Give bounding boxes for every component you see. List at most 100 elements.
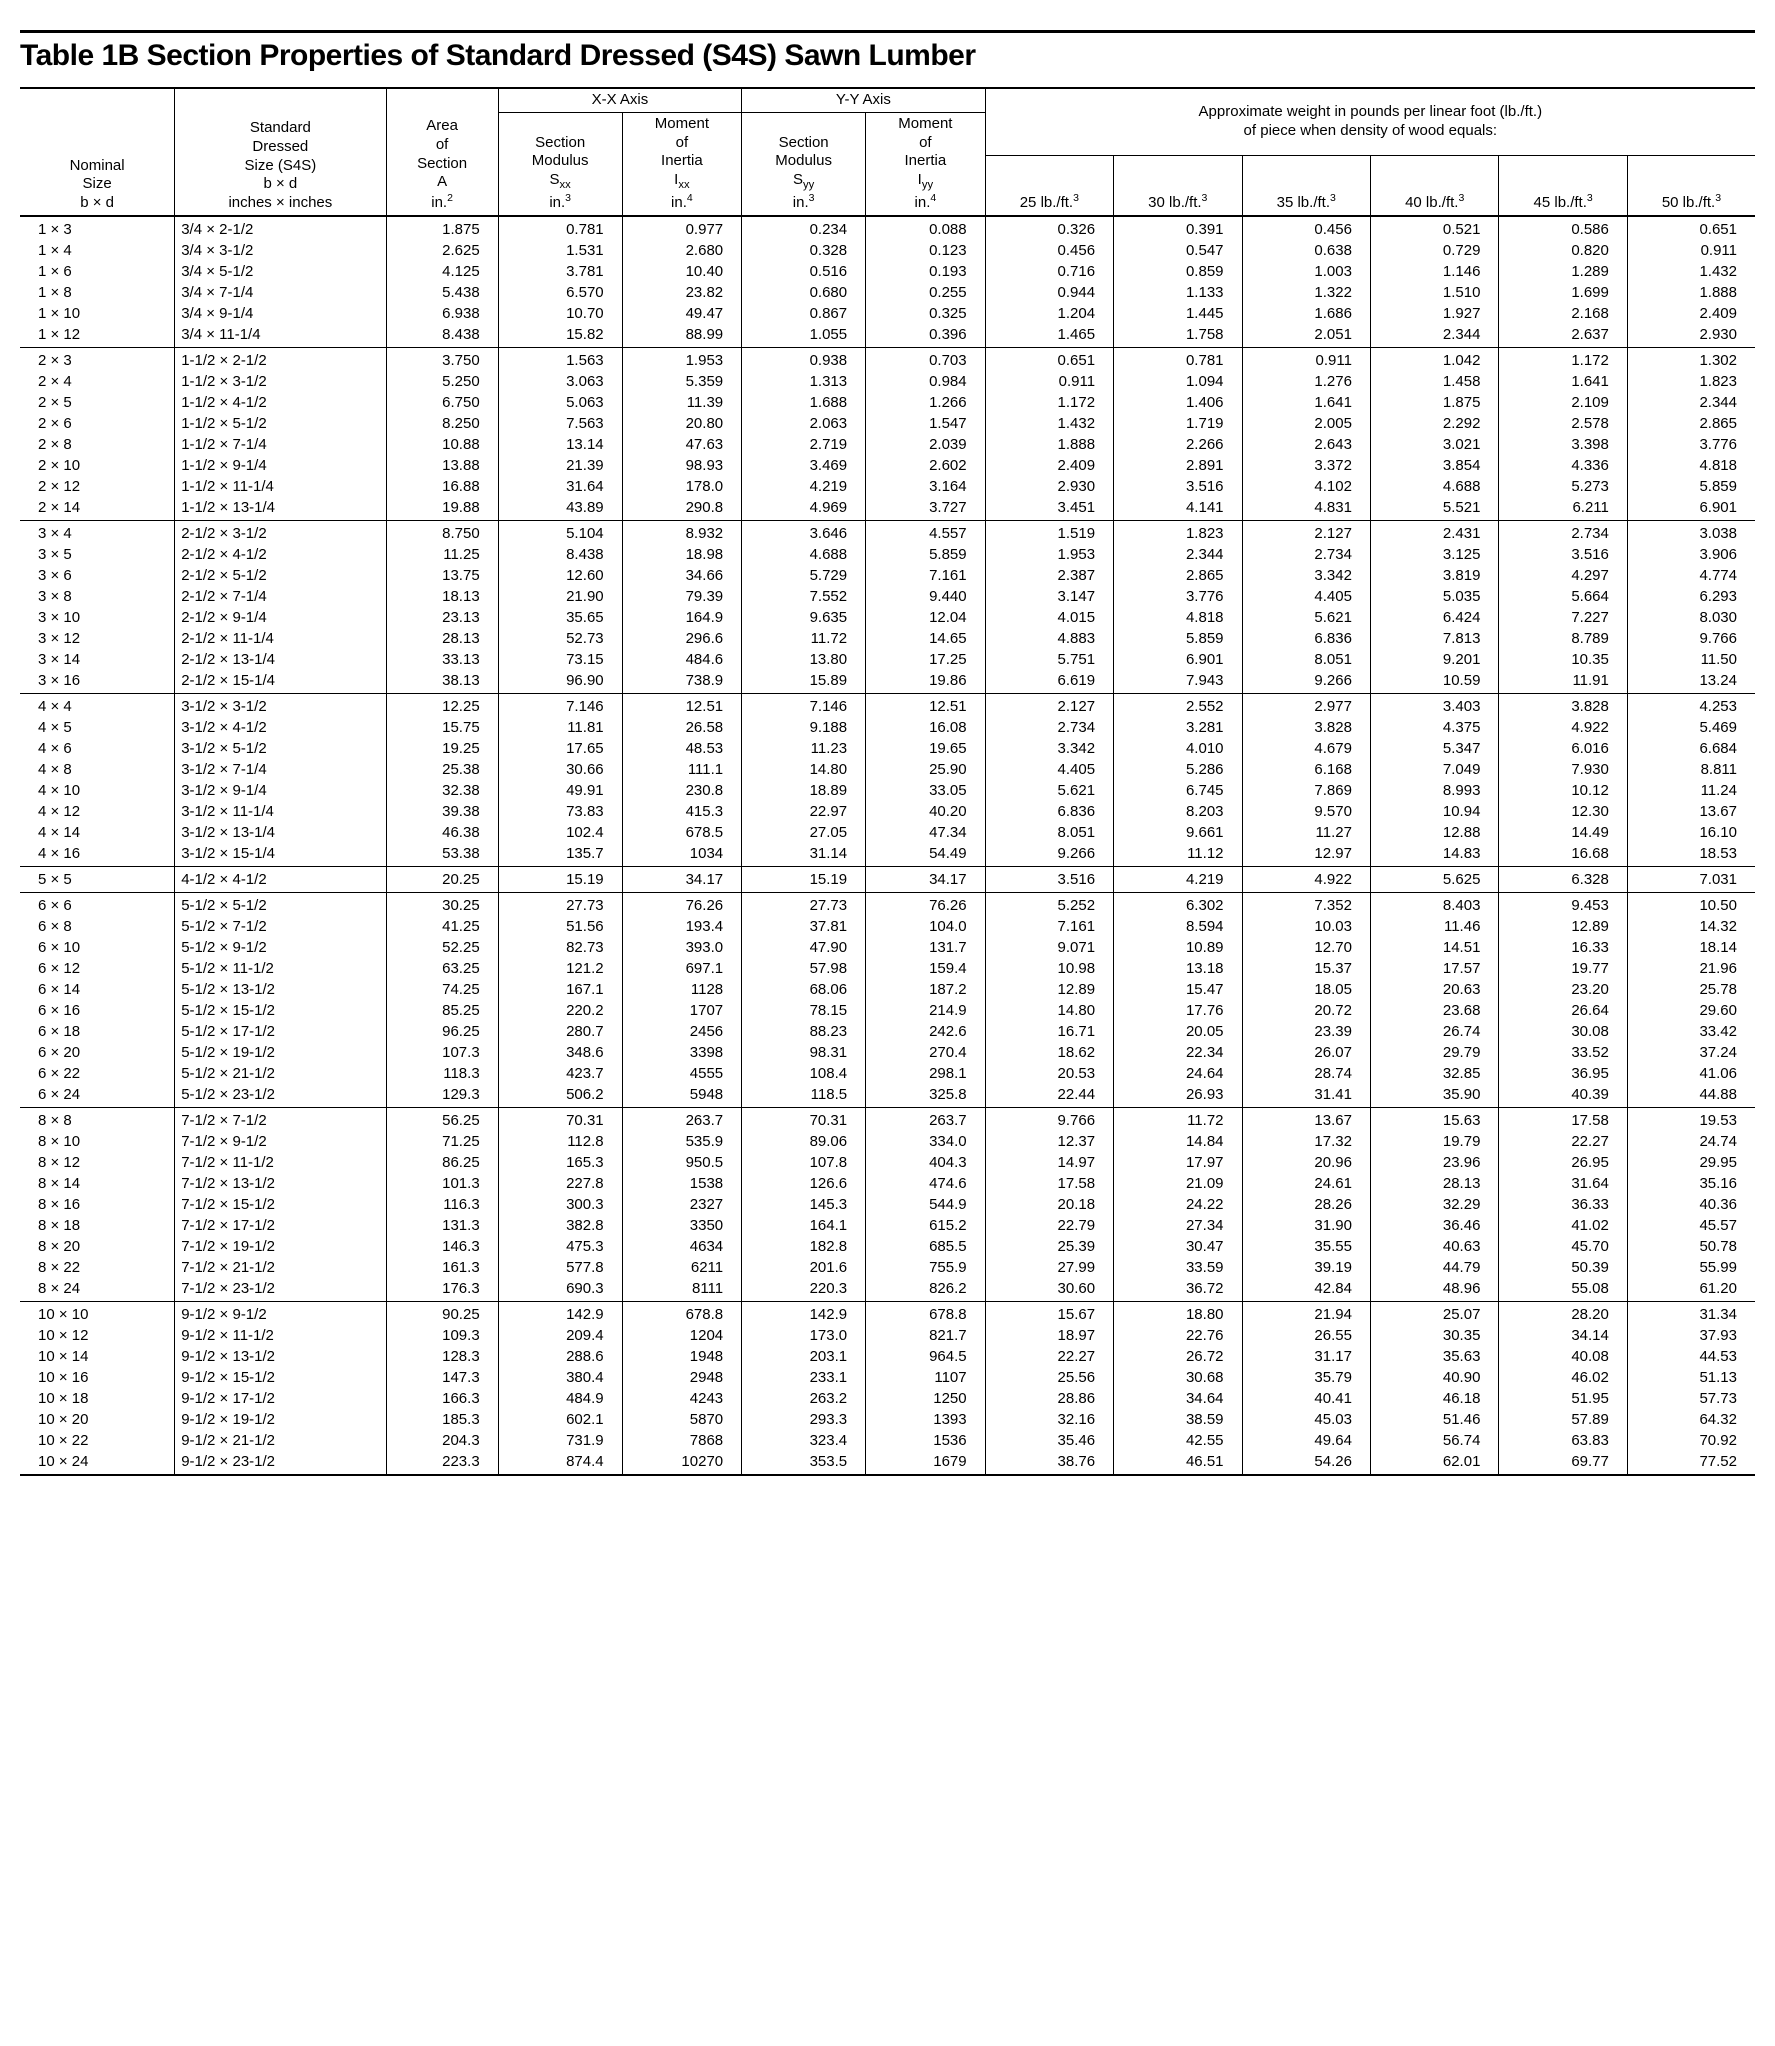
cell: 46.18 (1370, 1388, 1498, 1409)
cell: 3.781 (498, 261, 622, 282)
cell: 15.63 (1370, 1107, 1498, 1131)
cell: 51.95 (1499, 1388, 1627, 1409)
table-row: 8 × 207-1/2 × 19-1/2146.3475.34634182.86… (20, 1236, 1755, 1257)
cell: 53.38 (386, 843, 498, 867)
cell: 22.27 (1499, 1131, 1627, 1152)
cell: 6211 (622, 1257, 742, 1278)
cell: 18.05 (1242, 979, 1370, 1000)
cell: 10.59 (1370, 670, 1498, 694)
cell: 6.328 (1499, 866, 1627, 892)
table-row: 8 × 187-1/2 × 17-1/2131.3382.83350164.16… (20, 1215, 1755, 1236)
cell: 52.25 (386, 937, 498, 958)
cell: 5.521 (1370, 497, 1498, 521)
cell: 6 × 8 (20, 916, 175, 937)
cell: 24.74 (1627, 1131, 1755, 1152)
cell: 22.79 (985, 1215, 1113, 1236)
cell: 173.0 (742, 1325, 866, 1346)
cell: 5-1/2 × 15-1/2 (175, 1000, 386, 1021)
cell: 475.3 (498, 1236, 622, 1257)
cell: 102.4 (498, 822, 622, 843)
cell: 0.867 (742, 303, 866, 324)
cell: 4243 (622, 1388, 742, 1409)
cell: 1.276 (1242, 371, 1370, 392)
cell: 8.438 (386, 324, 498, 348)
cell: 1.458 (1370, 371, 1498, 392)
cell: 51.13 (1627, 1367, 1755, 1388)
cell: 22.76 (1114, 1325, 1242, 1346)
cell: 27.73 (498, 892, 622, 916)
cell: 5.252 (985, 892, 1113, 916)
cell: 474.6 (866, 1173, 986, 1194)
cell: 20.53 (985, 1063, 1113, 1084)
cell: 40.36 (1627, 1194, 1755, 1215)
cell: 4.831 (1242, 497, 1370, 521)
cell: 11.23 (742, 738, 866, 759)
cell: 28.26 (1242, 1194, 1370, 1215)
cell: 26.58 (622, 717, 742, 738)
cell: 1 × 3 (20, 216, 175, 240)
cell: 44.53 (1627, 1346, 1755, 1367)
cell: 3-1/2 × 4-1/2 (175, 717, 386, 738)
cell: 3 × 5 (20, 544, 175, 565)
cell: 3/4 × 5-1/2 (175, 261, 386, 282)
cell: 2.643 (1242, 434, 1370, 455)
cell: 0.234 (742, 216, 866, 240)
cell: 4.375 (1370, 717, 1498, 738)
cell: 5 × 5 (20, 866, 175, 892)
cell: 7.049 (1370, 759, 1498, 780)
cell: 18.98 (622, 544, 742, 565)
cell: 484.6 (622, 649, 742, 670)
cell: 76.26 (866, 892, 986, 916)
cell: 2 × 10 (20, 455, 175, 476)
cell: 201.6 (742, 1257, 866, 1278)
cell: 731.9 (498, 1430, 622, 1451)
cell: 33.13 (386, 649, 498, 670)
hdr-d45: 45 lb./ft. (1534, 194, 1587, 211)
cell: 10.98 (985, 958, 1113, 979)
cell: 3/4 × 11-1/4 (175, 324, 386, 348)
cell: 0.521 (1370, 216, 1498, 240)
table-title-wrap: Table 1B Section Properties of Standard … (20, 30, 1755, 73)
cell: 20.25 (386, 866, 498, 892)
cell: 6 × 14 (20, 979, 175, 1000)
cell: 17.65 (498, 738, 622, 759)
cell: 23.68 (1370, 1000, 1498, 1021)
cell: 107.8 (742, 1152, 866, 1173)
cell: 3.750 (386, 347, 498, 371)
cell: 25.39 (985, 1236, 1113, 1257)
cell: 8.932 (622, 520, 742, 544)
cell: 96.90 (498, 670, 622, 694)
cell: 1679 (866, 1451, 986, 1475)
cell: 3.828 (1242, 717, 1370, 738)
cell: 535.9 (622, 1131, 742, 1152)
cell: 2 × 3 (20, 347, 175, 371)
cell: 1.172 (985, 392, 1113, 413)
cell: 68.06 (742, 979, 866, 1000)
cell: 28.86 (985, 1388, 1113, 1409)
cell: 3-1/2 × 5-1/2 (175, 738, 386, 759)
table-row: 4 × 163-1/2 × 15-1/453.38135.7103431.145… (20, 843, 1755, 867)
table-row: 1 × 63/4 × 5-1/24.1253.78110.400.5160.19… (20, 261, 1755, 282)
cell: 6 × 12 (20, 958, 175, 979)
cell: 1.313 (742, 371, 866, 392)
cell: 7-1/2 × 23-1/2 (175, 1278, 386, 1302)
cell: 46.51 (1114, 1451, 1242, 1475)
cell: 46.38 (386, 822, 498, 843)
cell: 37.24 (1627, 1042, 1755, 1063)
cell: 73.15 (498, 649, 622, 670)
cell: 577.8 (498, 1257, 622, 1278)
cell: 3-1/2 × 13-1/4 (175, 822, 386, 843)
cell: 7.031 (1627, 866, 1755, 892)
cell: 41.02 (1499, 1215, 1627, 1236)
cell: 1.686 (1242, 303, 1370, 324)
table-row: 1 × 83/4 × 7-1/45.4386.57023.820.6800.25… (20, 282, 1755, 303)
cell: 57.98 (742, 958, 866, 979)
table-row: 3 × 82-1/2 × 7-1/418.1321.9079.397.5529.… (20, 586, 1755, 607)
cell: 3 × 10 (20, 607, 175, 628)
cell: 9.570 (1242, 801, 1370, 822)
cell: 0.396 (866, 324, 986, 348)
cell: 49.47 (622, 303, 742, 324)
table-row: 5 × 54-1/2 × 4-1/220.2515.1934.1715.1934… (20, 866, 1755, 892)
cell: 23.39 (1242, 1021, 1370, 1042)
cell: 5-1/2 × 17-1/2 (175, 1021, 386, 1042)
